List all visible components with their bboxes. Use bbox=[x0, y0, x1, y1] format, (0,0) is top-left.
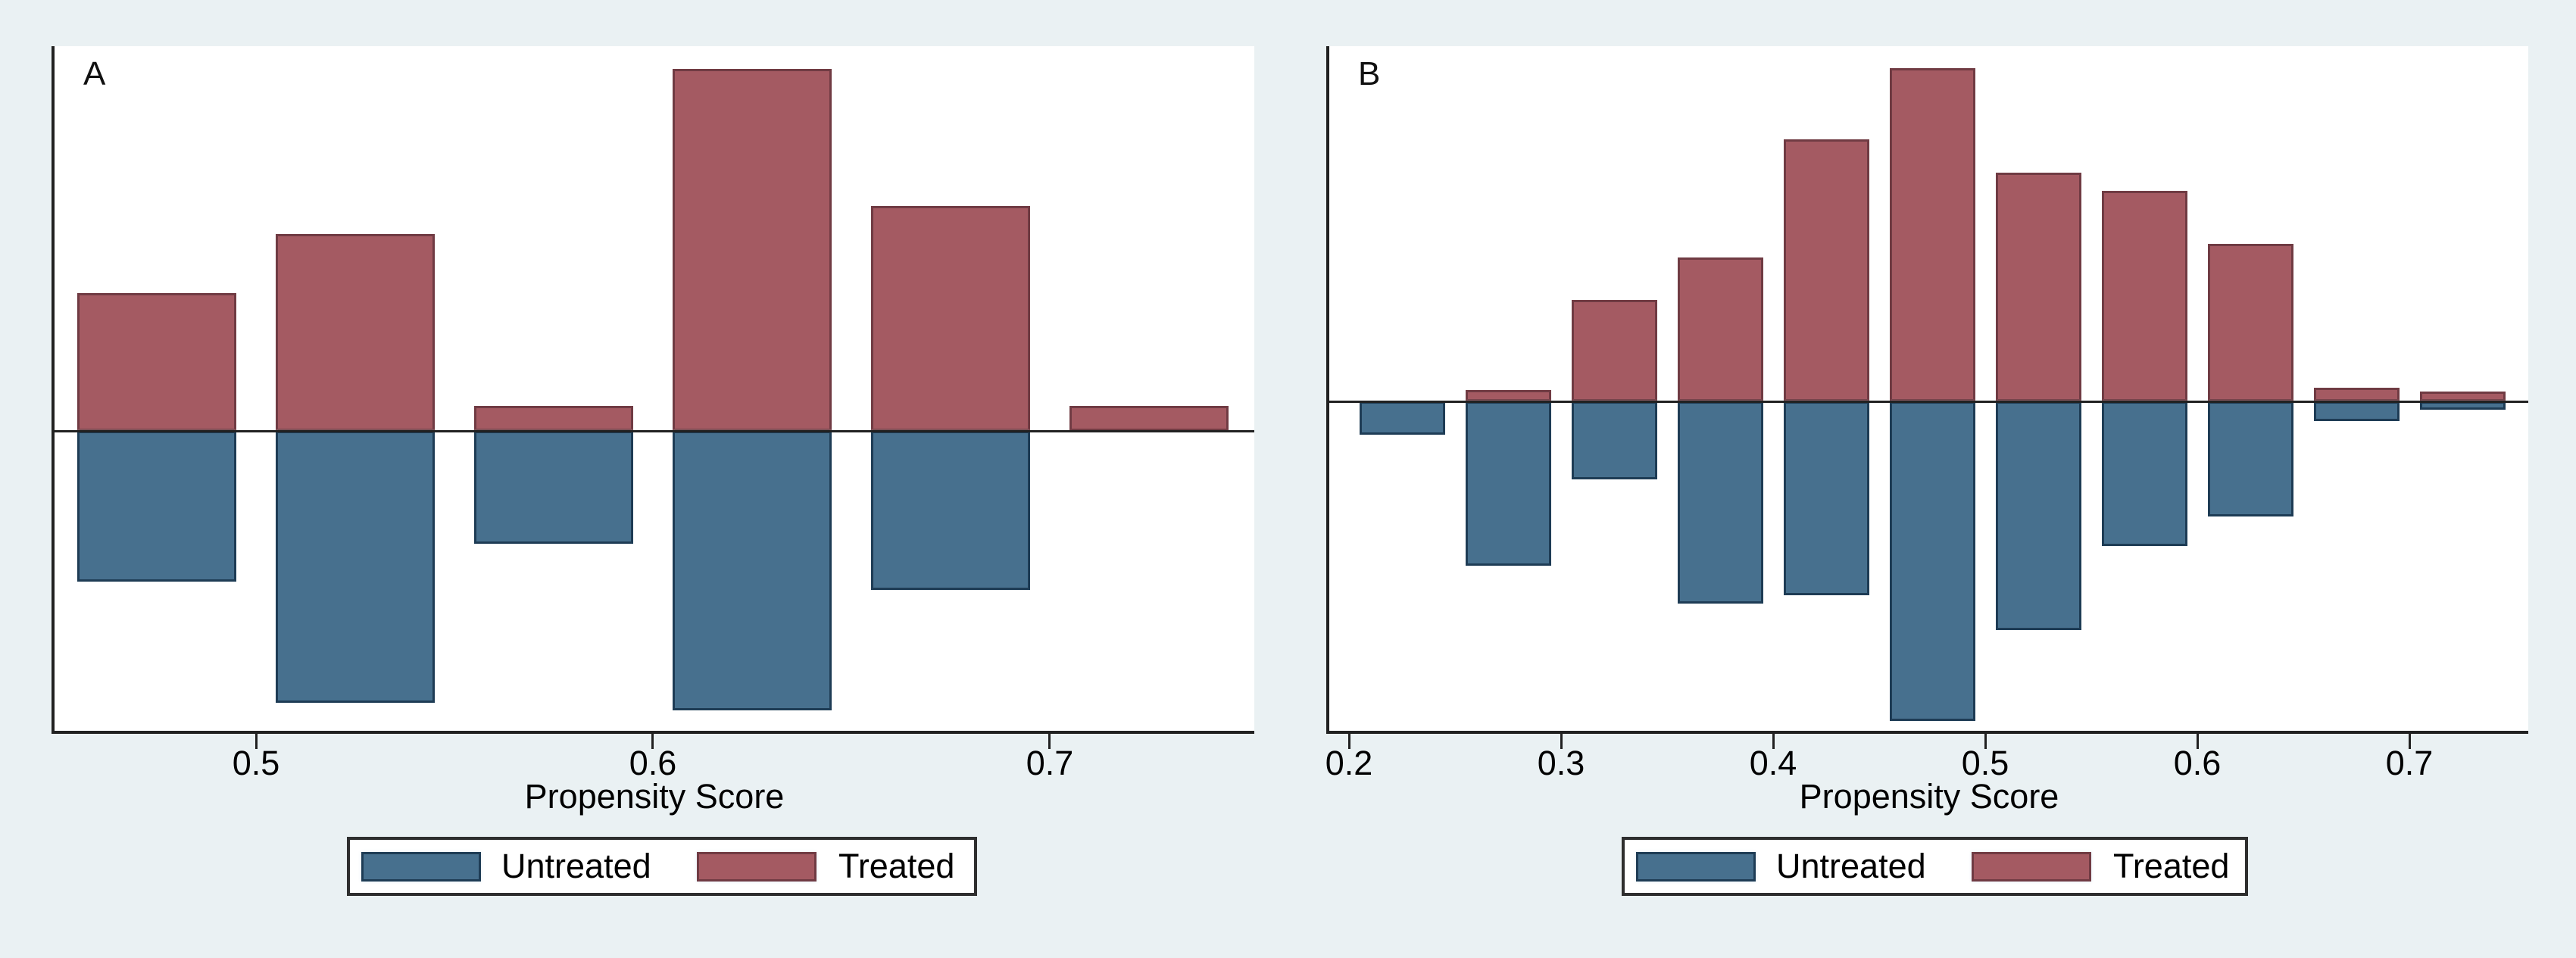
bar-treated-b-0.675 bbox=[2314, 388, 2400, 401]
bar-untreated-b-0.625 bbox=[2208, 401, 2293, 516]
x-tick-label-b-0.7: 0.7 bbox=[2385, 744, 2434, 782]
bar-treated-b-0.525 bbox=[1996, 173, 2081, 401]
bar-treated-b-0.625 bbox=[2208, 244, 2293, 401]
legend-label-untreated-a: Untreated bbox=[501, 847, 651, 885]
bar-treated-b-0.375 bbox=[1678, 257, 1763, 401]
x-tick-b-0.2 bbox=[1348, 734, 1350, 749]
zero-line-a bbox=[55, 430, 1254, 432]
bar-treated-b-0.425 bbox=[1784, 139, 1869, 401]
x-tick-b-0.7 bbox=[2409, 734, 2411, 749]
legend-label-untreated-b: Untreated bbox=[1776, 847, 1926, 885]
x-tick-b-0.6 bbox=[2197, 734, 2199, 749]
x-axis-line-b bbox=[1326, 731, 2528, 734]
x-tick-label-b-0.4: 0.4 bbox=[1749, 744, 1797, 782]
bar-untreated-b-0.375 bbox=[1678, 401, 1763, 604]
legend-label-treated-a: Treated bbox=[838, 847, 955, 885]
legend-swatch-treated-b bbox=[1972, 852, 2091, 882]
x-tick-a-0.7 bbox=[1048, 734, 1051, 749]
bar-treated-b-0.475 bbox=[1890, 68, 1975, 401]
legend-swatch-untreated-b bbox=[1636, 852, 1756, 882]
bar-untreated-a-0.525 bbox=[276, 431, 435, 703]
x-tick-label-a-0.5: 0.5 bbox=[232, 744, 280, 782]
x-tick-label-a-0.7: 0.7 bbox=[1026, 744, 1074, 782]
bar-treated-a-0.475 bbox=[77, 293, 236, 431]
bar-treated-b-0.725 bbox=[2420, 392, 2506, 401]
bar-treated-a-0.575 bbox=[474, 406, 633, 431]
bar-untreated-b-0.475 bbox=[1890, 401, 1975, 721]
bar-treated-b-0.275 bbox=[1466, 390, 1551, 401]
y-axis-line-a bbox=[52, 46, 55, 734]
x-tick-a-0.6 bbox=[651, 734, 654, 749]
y-axis-line-b bbox=[1326, 46, 1329, 734]
bar-treated-a-0.675 bbox=[871, 206, 1030, 431]
panel-label-b: B bbox=[1358, 55, 1381, 92]
plot-area-a bbox=[55, 46, 1254, 731]
bar-treated-a-0.625 bbox=[673, 69, 832, 431]
x-tick-label-b-0.6: 0.6 bbox=[2173, 744, 2222, 782]
x-tick-b-0.4 bbox=[1772, 734, 1775, 749]
x-axis-title-a: Propensity Score bbox=[524, 777, 785, 816]
bar-untreated-b-0.675 bbox=[2314, 401, 2400, 421]
x-tick-b-0.3 bbox=[1560, 734, 1563, 749]
bar-untreated-b-0.575 bbox=[2102, 401, 2187, 546]
legend-swatch-untreated-a bbox=[361, 852, 481, 882]
bar-untreated-b-0.325 bbox=[1572, 401, 1657, 479]
x-tick-b-0.5 bbox=[1984, 734, 1987, 749]
x-tick-label-b-0.2: 0.2 bbox=[1325, 744, 1373, 782]
bar-untreated-a-0.575 bbox=[474, 431, 633, 544]
x-tick-label-b-0.5: 0.5 bbox=[1961, 744, 2009, 782]
bar-untreated-b-0.275 bbox=[1466, 401, 1551, 566]
bar-treated-b-0.325 bbox=[1572, 300, 1657, 401]
bar-untreated-a-0.625 bbox=[673, 431, 832, 710]
bar-untreated-b-0.225 bbox=[1360, 401, 1445, 435]
panel-label-a: A bbox=[83, 55, 106, 92]
legend-swatch-treated-a bbox=[697, 852, 817, 882]
x-tick-label-b-0.3: 0.3 bbox=[1537, 744, 1585, 782]
bar-untreated-a-0.675 bbox=[871, 431, 1030, 590]
bar-treated-a-0.525 bbox=[276, 234, 435, 431]
bar-untreated-b-0.525 bbox=[1996, 401, 2081, 630]
legend-label-treated-b: Treated bbox=[2113, 847, 2230, 885]
zero-line-b bbox=[1329, 401, 2528, 403]
x-axis-title-b: Propensity Score bbox=[1799, 777, 2059, 816]
x-axis-line-a bbox=[52, 731, 1254, 734]
x-tick-a-0.5 bbox=[255, 734, 258, 749]
bar-treated-b-0.575 bbox=[2102, 191, 2187, 401]
x-tick-label-a-0.6: 0.6 bbox=[629, 744, 677, 782]
bar-untreated-b-0.425 bbox=[1784, 401, 1869, 595]
bar-treated-a-0.725 bbox=[1069, 406, 1229, 431]
bar-untreated-a-0.475 bbox=[77, 431, 236, 582]
